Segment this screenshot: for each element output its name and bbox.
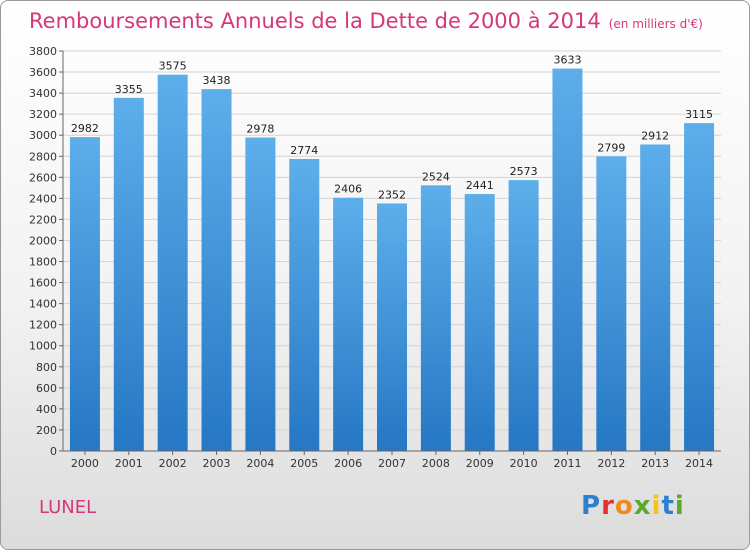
y-axis-ticks: 0 200 400 600 800 1000 1200 1400 1600 1800 2000 220…	[29, 45, 63, 458]
y-tick-label: 2600	[29, 171, 57, 184]
data-label-2005: 2774	[290, 144, 318, 157]
data-label-2012: 2799	[597, 141, 625, 154]
bar-2014	[684, 123, 715, 452]
y-tick-label: 3400	[29, 87, 57, 100]
x-tick-label: 2013	[641, 457, 669, 470]
y-tick-label: 800	[36, 361, 57, 374]
y-tick-label: 0	[50, 445, 57, 458]
chart-subtitle: (en milliers d'€)	[608, 17, 703, 31]
bar-2001	[113, 97, 144, 451]
data-label-2011: 3633	[553, 54, 581, 67]
data-label-2009: 2441	[466, 179, 494, 192]
bar-2011	[552, 68, 583, 451]
x-tick-label: 2006	[334, 457, 362, 470]
chart-title-text: Remboursements Annuels de la Dette de 20…	[29, 9, 601, 33]
y-tick-label: 1200	[29, 319, 57, 332]
data-label-2003: 3438	[203, 74, 231, 87]
bar-2007	[377, 203, 407, 451]
data-label-2002: 3575	[159, 60, 187, 73]
place-name: LUNEL	[39, 497, 97, 518]
y-tick-label: 600	[36, 382, 57, 395]
data-label-2004: 2978	[246, 123, 274, 136]
bar-2008	[420, 185, 451, 451]
x-tick-label: 2014	[685, 457, 713, 470]
x-tick-label: 2008	[422, 457, 450, 470]
y-tick-label: 3000	[29, 129, 57, 142]
x-tick-label: 2012	[597, 457, 625, 470]
x-tick-label: 2007	[378, 457, 406, 470]
bar-2002	[157, 74, 188, 452]
y-tick-label: 200	[36, 424, 57, 437]
x-tick-label: 2009	[466, 457, 494, 470]
y-tick-label: 2400	[29, 192, 57, 205]
bar-2005	[289, 159, 320, 451]
y-tick-label: 1600	[29, 277, 57, 290]
data-label-2008: 2524	[422, 170, 450, 183]
bar-2003	[201, 89, 232, 452]
data-label-2014: 3115	[685, 108, 713, 121]
y-tick-label: 2200	[29, 213, 57, 226]
chart-title: Remboursements Annuels de la Dette de 20…	[29, 9, 703, 33]
bar-2004	[245, 137, 276, 452]
y-tick-label: 1000	[29, 340, 57, 353]
data-label-2013: 2912	[641, 129, 669, 142]
x-tick-label: 2004	[246, 457, 274, 470]
y-tick-label: 1800	[29, 256, 57, 269]
y-tick-label: 3600	[29, 66, 57, 79]
x-tick-label: 2002	[159, 457, 187, 470]
data-label-2010: 2573	[510, 165, 538, 178]
y-tick-label: 2000	[29, 234, 57, 247]
bar-2010	[508, 180, 539, 451]
data-label-2007: 2352	[378, 188, 406, 201]
bar-2006	[333, 197, 364, 451]
data-label-2006: 2406	[334, 183, 362, 196]
y-tick-label: 3800	[29, 45, 57, 58]
x-tick-label: 2003	[203, 457, 231, 470]
bar-2000	[69, 137, 100, 451]
data-labels: 2982 3355 3575 3438 2978 2774 2406 2352 2524 2441…	[71, 54, 713, 202]
y-tick-label: 2800	[29, 150, 57, 163]
x-tick-label: 2010	[510, 457, 538, 470]
y-tick-label: 1400	[29, 298, 57, 311]
data-label-2001: 3355	[115, 83, 143, 96]
x-axis-ticks: 2000 2001 2002 2003 2004 2005 2006 2007 2008 2009…	[71, 451, 713, 470]
bar-2013	[640, 144, 671, 451]
x-tick-label: 2000	[71, 457, 99, 470]
y-tick-label: 3200	[29, 108, 57, 121]
x-tick-label: 2005	[290, 457, 318, 470]
x-tick-label: 2001	[115, 457, 143, 470]
x-tick-label: 2011	[553, 457, 581, 470]
proxiti-logo: Proxiti	[581, 491, 685, 521]
y-tick-label: 400	[36, 403, 57, 416]
bar-2012	[596, 156, 627, 452]
bar-2009	[464, 194, 495, 452]
data-label-2000: 2982	[71, 122, 99, 135]
bars	[69, 68, 715, 452]
